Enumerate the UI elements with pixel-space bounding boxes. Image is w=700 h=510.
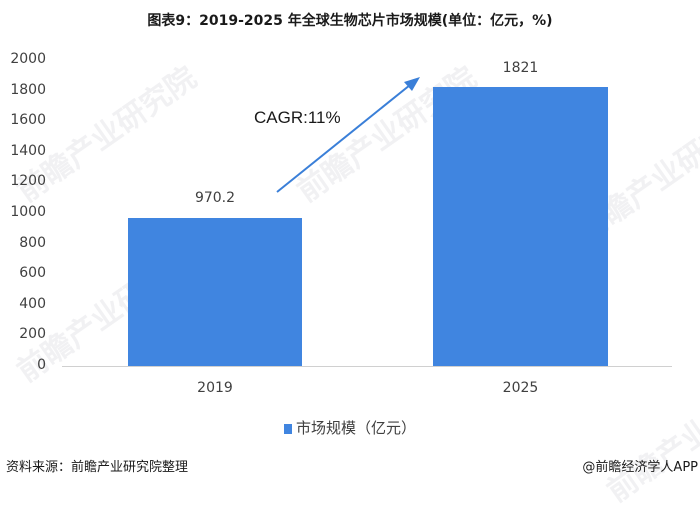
y-tick-label: 0	[37, 357, 46, 373]
y-tick-label: 1600	[10, 112, 46, 128]
x-axis-line	[62, 366, 672, 367]
legend: 市场规模（亿元）	[0, 417, 700, 438]
bar-2025	[433, 87, 608, 366]
x-tick-label: 2019	[197, 380, 233, 396]
legend-swatch-icon	[283, 423, 292, 434]
cagr-arrow-icon	[276, 77, 420, 193]
chart-title: 图表9：2019-2025 年全球生物芯片市场规模(单位：亿元，%)	[147, 13, 553, 29]
y-tick-label: 200	[19, 326, 46, 342]
y-tick-label: 2000	[10, 51, 46, 67]
y-tick-label: 600	[19, 265, 46, 281]
bar-2019	[128, 218, 302, 366]
source-note: 资料来源：前瞻产业研究院整理	[6, 460, 189, 475]
y-tick-label: 1800	[10, 82, 46, 98]
credit-note: @前瞻经济学人APP	[582, 460, 698, 475]
y-tick-label: 400	[19, 296, 46, 312]
y-tick-label: 800	[19, 235, 46, 251]
x-tick-label: 2025	[502, 380, 539, 396]
cagr-annotation: CAGR:11%	[254, 108, 341, 127]
bar-value-label: 970.2	[194, 190, 236, 206]
y-tick-label: 1000	[10, 204, 46, 220]
legend-label: 市场规模（亿元）	[295, 419, 416, 437]
bar-value-label: 1821	[502, 60, 539, 76]
y-tick-label: 1200	[10, 173, 46, 189]
y-tick-label: 1400	[10, 143, 46, 159]
